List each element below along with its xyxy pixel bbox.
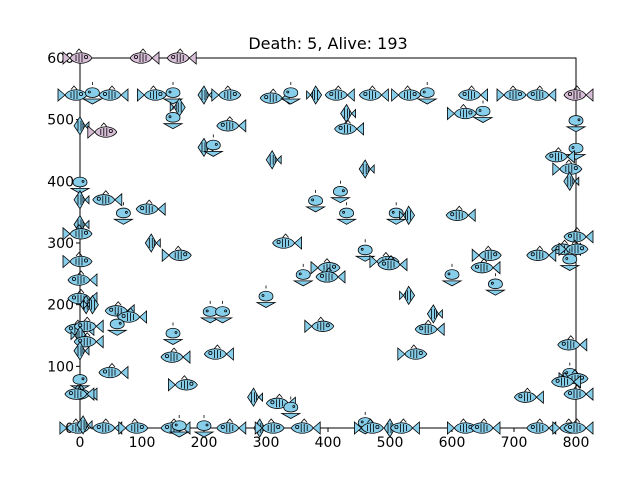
x-tick-label: 500 <box>377 435 404 451</box>
x-tick-label: 200 <box>191 435 218 451</box>
x-tick-label: 400 <box>315 435 342 451</box>
x-tick-label: 700 <box>501 435 528 451</box>
chart-title: Death: 5, Alive: 193 <box>248 34 407 53</box>
y-tick-label: 100 <box>47 359 74 375</box>
x-tick-label: 100 <box>129 435 156 451</box>
y-tick-label: 400 <box>47 174 74 190</box>
y-tick-label: 600 <box>47 51 74 67</box>
x-tick-label: 300 <box>253 435 280 451</box>
x-tick-label: 600 <box>439 435 466 451</box>
x-axis: 0 100 200 300 400 500 600 700 800 <box>76 428 590 451</box>
x-tick-label: 800 <box>563 435 590 451</box>
y-tick-label: 500 <box>47 113 74 129</box>
y-tick-label: 300 <box>47 236 74 252</box>
x-tick-label: 0 <box>76 435 85 451</box>
y-tick-label: 200 <box>47 298 74 314</box>
plot-area <box>79 57 577 429</box>
